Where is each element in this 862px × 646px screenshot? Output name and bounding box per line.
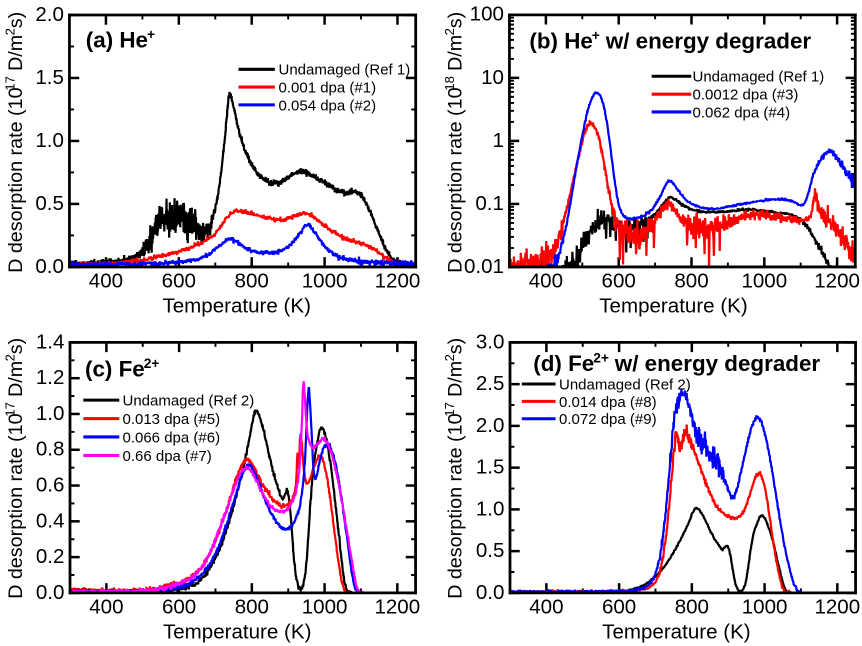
svg-text:(d) Fe: (d) Fe — [533, 351, 594, 376]
svg-text:s): s) — [444, 12, 466, 28]
svg-text:(a) He: (a) He — [86, 27, 148, 52]
svg-text:Undamaged (Ref 2): Undamaged (Ref 2) — [122, 393, 254, 410]
svg-text:17: 17 — [442, 402, 457, 417]
svg-text:s): s) — [5, 12, 27, 28]
svg-text:400: 400 — [89, 269, 123, 292]
svg-text:0.0: 0.0 — [476, 581, 505, 604]
svg-text:2+: 2+ — [144, 356, 160, 371]
svg-text:Undamaged (Ref 1): Undamaged (Ref 1) — [279, 62, 411, 79]
svg-text:D desorption rate (10: D desorption rate (10 — [444, 413, 466, 599]
svg-text:600: 600 — [602, 269, 636, 292]
svg-text:600: 600 — [162, 269, 196, 292]
svg-text:0.001 dpa (#1): 0.001 dpa (#1) — [279, 80, 377, 97]
svg-text:800: 800 — [674, 269, 708, 292]
svg-text:800: 800 — [675, 595, 709, 618]
svg-text:0.054 dpa (#2): 0.054 dpa (#2) — [279, 97, 377, 114]
svg-text:800: 800 — [235, 269, 269, 292]
svg-text:0.013 dpa (#5): 0.013 dpa (#5) — [122, 411, 220, 428]
svg-text:0.8: 0.8 — [36, 438, 65, 461]
svg-text:0.2: 0.2 — [36, 545, 65, 568]
svg-text:2: 2 — [2, 354, 17, 361]
svg-text:D/m: D/m — [5, 35, 27, 71]
svg-text:400: 400 — [529, 269, 563, 292]
svg-text:2.0: 2.0 — [35, 3, 64, 26]
svg-text:2.5: 2.5 — [476, 372, 505, 395]
svg-text:3.0: 3.0 — [476, 330, 505, 353]
svg-text:0.066 dpa (#6): 0.066 dpa (#6) — [122, 429, 220, 446]
svg-text:400: 400 — [529, 595, 563, 618]
svg-text:w/ energy degrader: w/ energy degrader — [614, 351, 821, 376]
svg-text:1200: 1200 — [374, 595, 420, 618]
svg-text:0.5: 0.5 — [35, 192, 64, 215]
svg-text:1000: 1000 — [742, 595, 788, 618]
svg-text:D desorption rate (10: D desorption rate (10 — [5, 87, 27, 273]
svg-text:D desorption rate (10: D desorption rate (10 — [5, 413, 27, 599]
svg-text:1.0: 1.0 — [36, 402, 65, 425]
svg-text:(c) Fe: (c) Fe — [85, 357, 145, 382]
svg-text:800: 800 — [235, 595, 269, 618]
svg-text:2: 2 — [442, 354, 457, 361]
svg-text:1: 1 — [493, 129, 504, 152]
svg-text:1.0: 1.0 — [476, 497, 505, 520]
svg-text:D/m: D/m — [444, 35, 466, 71]
svg-text:1000: 1000 — [302, 595, 348, 618]
svg-text:1.4: 1.4 — [36, 330, 65, 353]
svg-text:Temperature (K): Temperature (K) — [162, 295, 310, 318]
svg-text:(b) He: (b) He — [529, 29, 592, 54]
svg-text:+: + — [592, 28, 600, 43]
svg-text:2.0: 2.0 — [476, 414, 505, 437]
svg-text:s): s) — [5, 338, 27, 354]
svg-text:17: 17 — [2, 402, 17, 417]
svg-text:0.1: 0.1 — [475, 192, 504, 215]
svg-text:1000: 1000 — [302, 269, 348, 292]
svg-text:0.0012 dpa (#3): 0.0012 dpa (#3) — [693, 87, 799, 104]
svg-text:s): s) — [444, 338, 466, 354]
svg-text:17: 17 — [2, 76, 17, 91]
svg-text:0.062 dpa (#4): 0.062 dpa (#4) — [693, 104, 791, 121]
svg-text:2: 2 — [2, 28, 17, 35]
svg-text:0.072 dpa (#9): 0.072 dpa (#9) — [559, 411, 657, 428]
svg-text:1.5: 1.5 — [476, 456, 505, 479]
svg-text:0.0: 0.0 — [36, 581, 65, 604]
svg-text:1200: 1200 — [814, 269, 860, 292]
svg-text:1.2: 1.2 — [36, 366, 65, 389]
svg-text:0.6: 0.6 — [36, 473, 65, 496]
svg-text:D/m: D/m — [444, 361, 466, 397]
svg-text:0.66 dpa (#7): 0.66 dpa (#7) — [122, 448, 211, 465]
svg-text:1000: 1000 — [741, 269, 787, 292]
svg-text:1.0: 1.0 — [35, 129, 64, 152]
svg-text:Temperature (K): Temperature (K) — [163, 621, 311, 644]
svg-text:2+: 2+ — [593, 351, 609, 366]
svg-text:18: 18 — [442, 76, 457, 91]
svg-text:D desorption rate (10: D desorption rate (10 — [444, 87, 466, 273]
svg-text:w/ energy degrader: w/ energy degrader — [605, 29, 812, 54]
svg-text:1200: 1200 — [814, 595, 860, 618]
svg-text:0.01: 0.01 — [464, 255, 504, 278]
svg-text:Undamaged (Ref 2): Undamaged (Ref 2) — [559, 376, 691, 393]
svg-text:1.5: 1.5 — [35, 66, 64, 89]
svg-text:+: + — [147, 27, 155, 42]
svg-text:600: 600 — [602, 595, 636, 618]
svg-text:600: 600 — [162, 595, 196, 618]
svg-text:Undamaged (Ref 1): Undamaged (Ref 1) — [693, 69, 825, 86]
svg-text:D/m: D/m — [5, 361, 27, 397]
svg-text:0.014 dpa (#8): 0.014 dpa (#8) — [559, 394, 657, 411]
svg-text:0.0: 0.0 — [35, 255, 64, 278]
svg-text:Temperature (K): Temperature (K) — [602, 621, 750, 644]
svg-text:Temperature (K): Temperature (K) — [599, 295, 747, 318]
svg-text:2: 2 — [442, 28, 457, 35]
svg-text:0.5: 0.5 — [476, 539, 505, 562]
svg-text:0.4: 0.4 — [36, 509, 65, 532]
svg-text:100: 100 — [470, 3, 504, 26]
svg-text:1200: 1200 — [375, 269, 421, 292]
svg-text:10: 10 — [481, 66, 504, 89]
svg-text:400: 400 — [89, 595, 123, 618]
